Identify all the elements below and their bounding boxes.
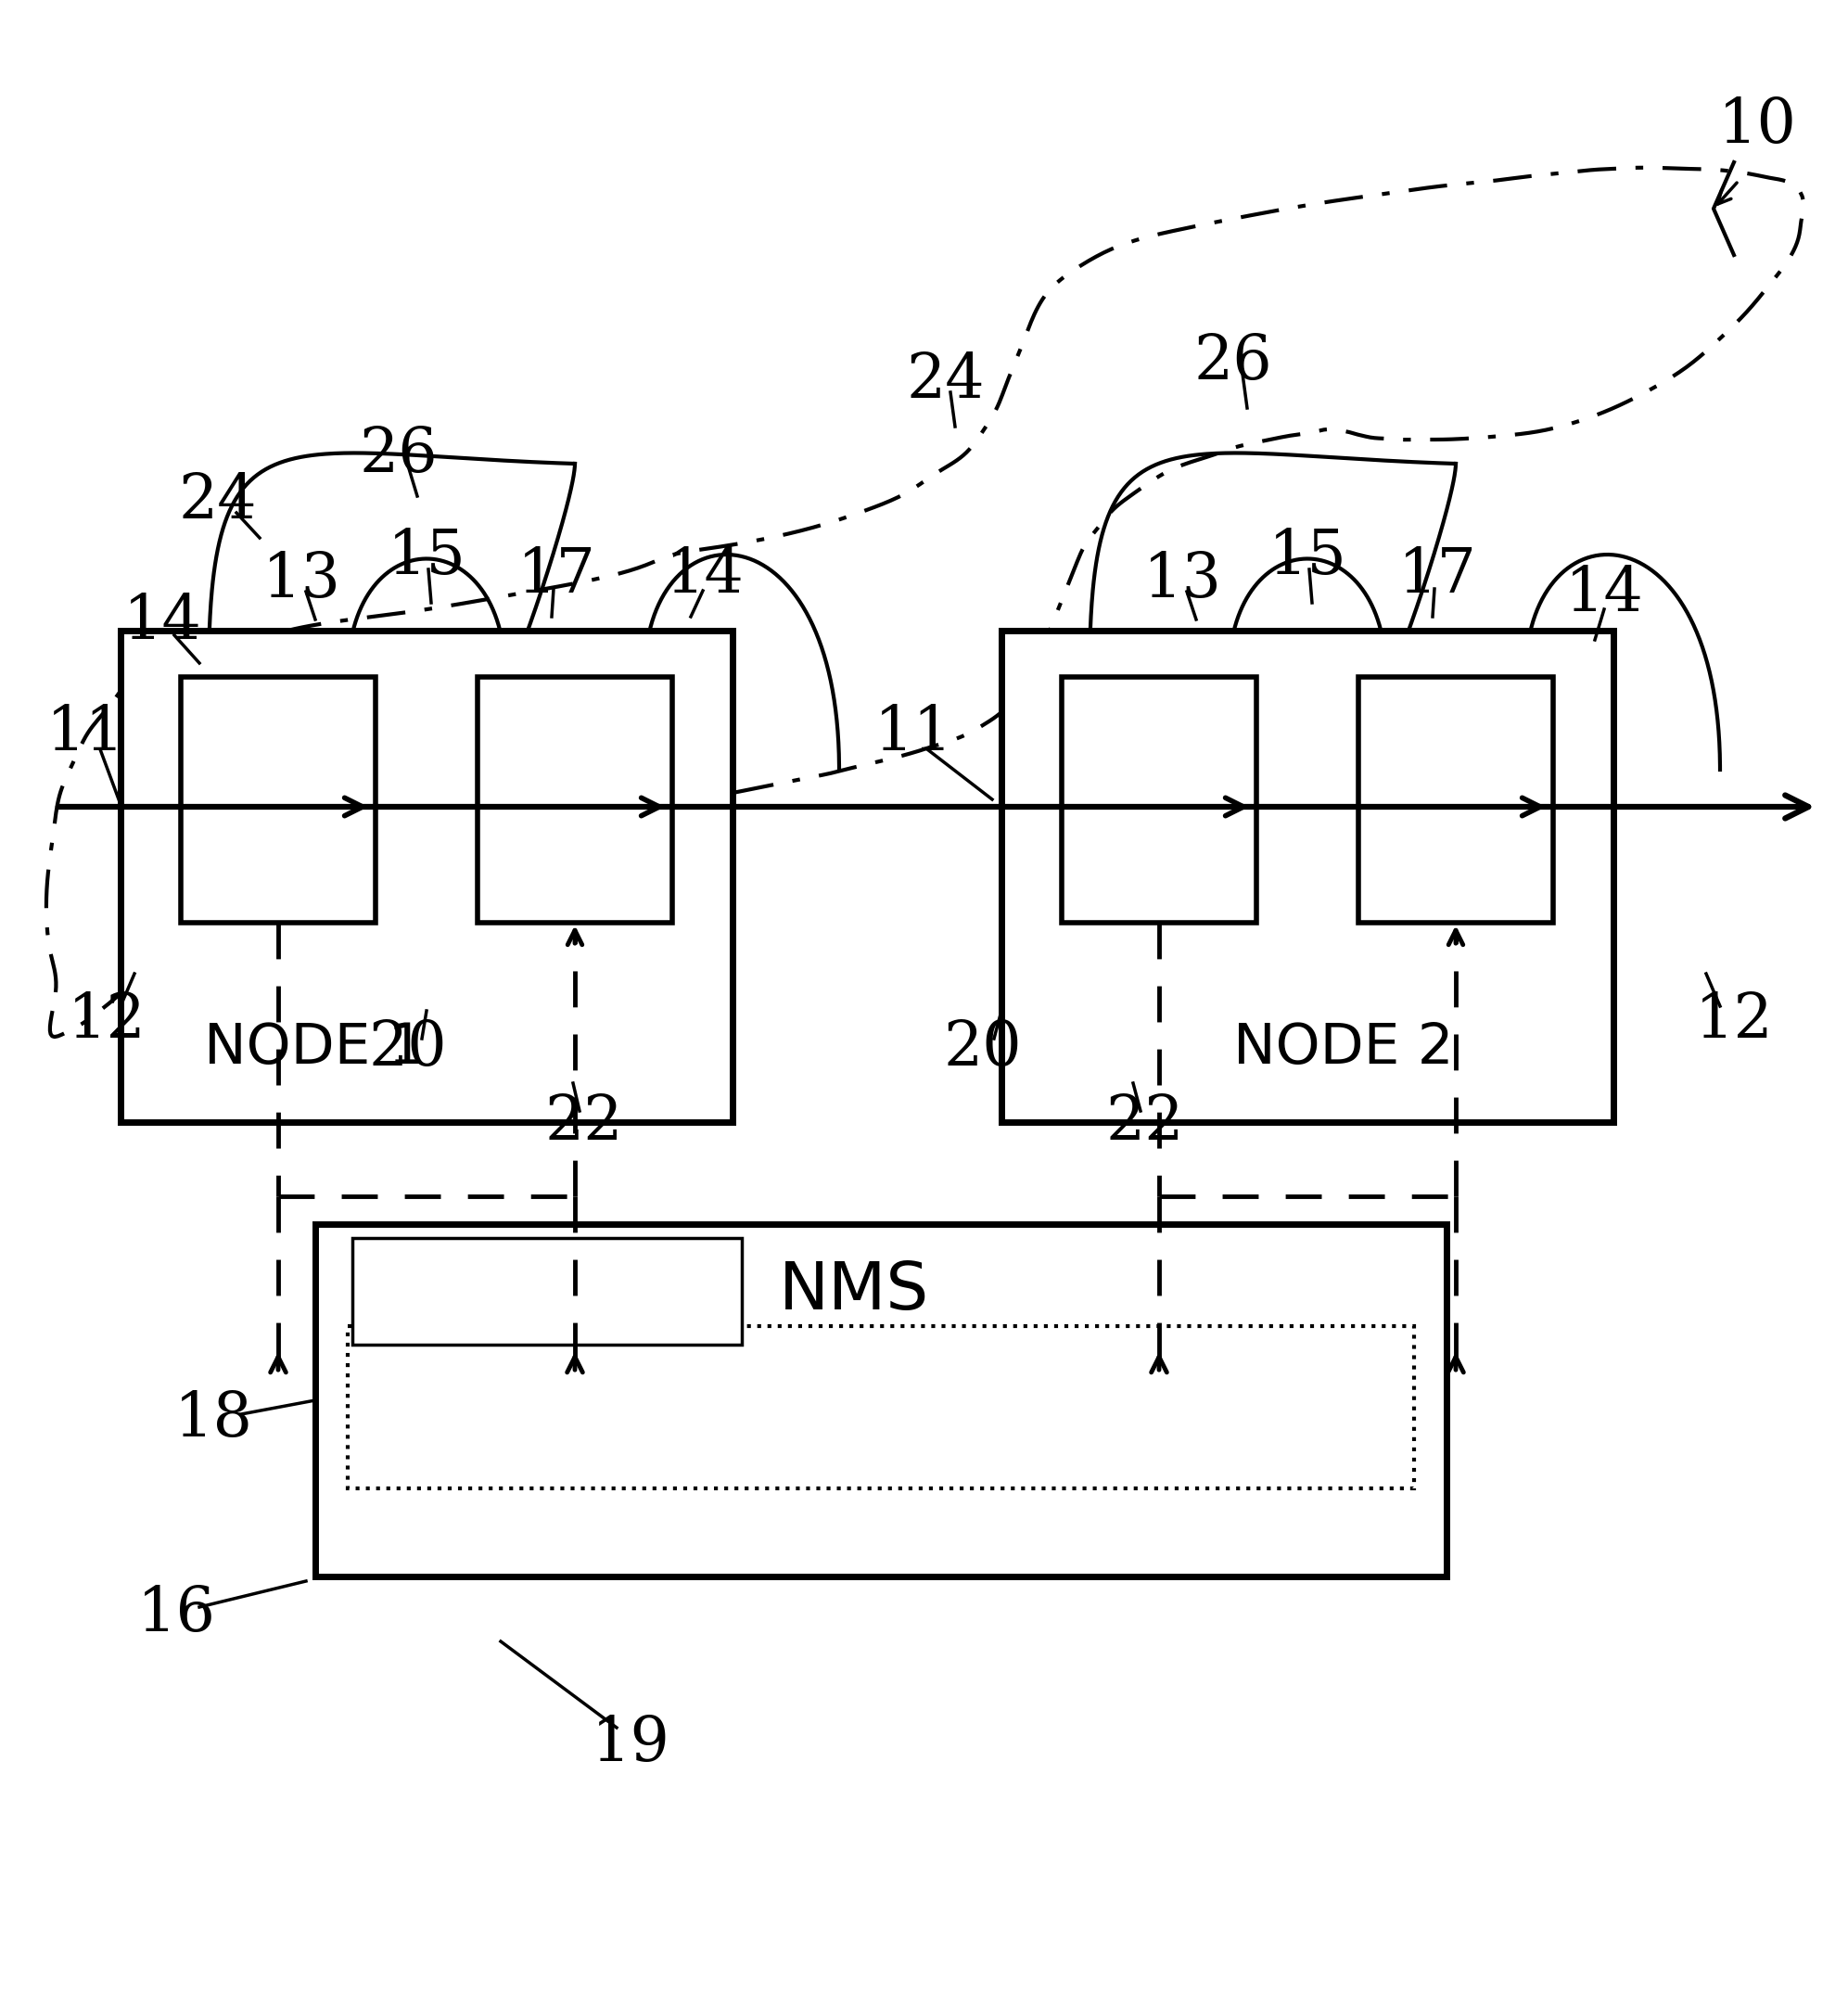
Text: 14: 14 — [1565, 563, 1643, 623]
Bar — [181, 677, 375, 922]
Text: 12: 12 — [1695, 990, 1774, 1051]
Text: 20: 20 — [944, 1017, 1022, 1079]
Bar — [353, 1238, 741, 1344]
Bar — [1063, 677, 1257, 922]
Text: 11: 11 — [46, 703, 124, 763]
Text: 12: 12 — [67, 990, 146, 1051]
Text: 11: 11 — [874, 703, 954, 763]
Text: NMS: NMS — [778, 1258, 930, 1322]
Text: 26: 26 — [1194, 331, 1273, 392]
Text: 16: 16 — [137, 1583, 216, 1645]
Text: 22: 22 — [545, 1091, 623, 1153]
Text: 15: 15 — [1268, 526, 1347, 587]
Text: 26: 26 — [359, 424, 438, 484]
Text: 13: 13 — [262, 550, 340, 609]
Bar — [120, 631, 732, 1123]
Bar — [316, 1224, 1447, 1577]
Text: 14: 14 — [665, 546, 745, 605]
Bar — [1358, 677, 1552, 922]
Text: 15: 15 — [388, 526, 466, 587]
Text: 22: 22 — [1105, 1091, 1185, 1153]
Bar — [1002, 631, 1613, 1123]
Text: 20: 20 — [370, 1017, 447, 1079]
Text: 19: 19 — [591, 1712, 669, 1774]
Text: NODE 2: NODE 2 — [1233, 1021, 1454, 1075]
Bar — [477, 677, 673, 922]
Text: 13: 13 — [1142, 550, 1222, 609]
Bar — [347, 1326, 1414, 1489]
Text: 14: 14 — [124, 591, 201, 651]
Text: 18: 18 — [174, 1388, 253, 1449]
Text: 24: 24 — [179, 470, 257, 532]
Text: 10: 10 — [1719, 96, 1796, 155]
Text: 24: 24 — [907, 350, 985, 410]
Text: 17: 17 — [517, 546, 595, 605]
Text: NODE 1: NODE 1 — [203, 1021, 425, 1075]
Text: 17: 17 — [1397, 546, 1477, 605]
